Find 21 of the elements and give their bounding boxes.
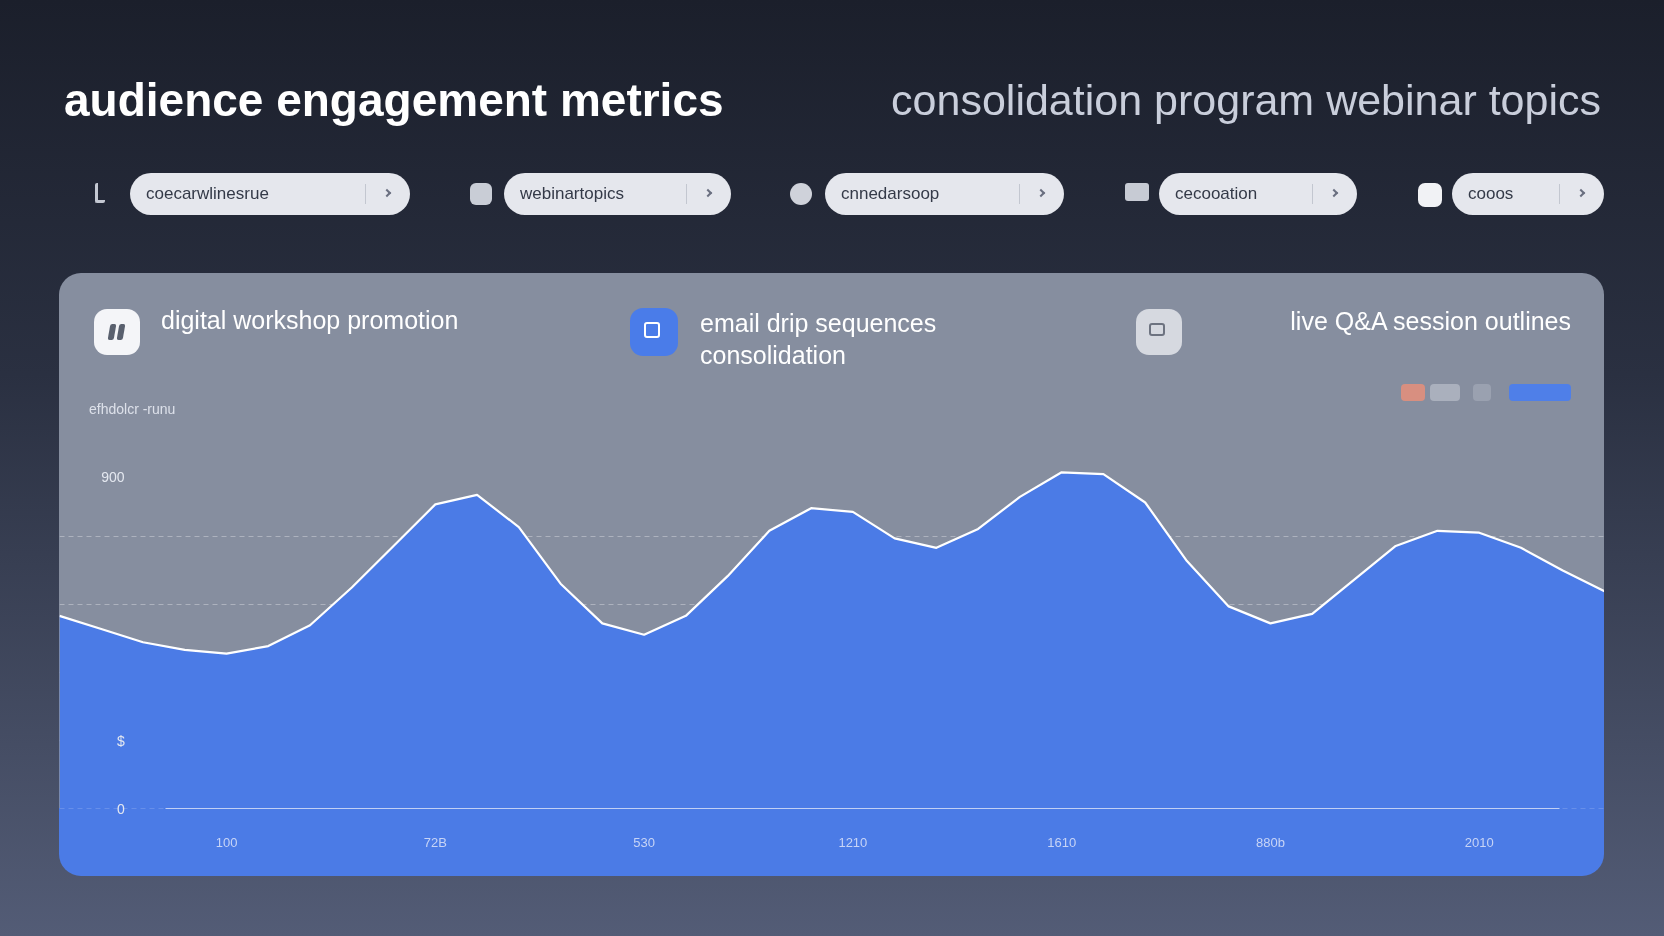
y-tick-label: 900 [101, 468, 125, 485]
y-axis-title: efhdolcr -runu [89, 400, 176, 418]
y-tick-label: 0 [116, 800, 125, 817]
x-tick-label: 2010 [1464, 834, 1494, 850]
text: cecooation [1175, 183, 1258, 205]
y-tick-label: $ [116, 732, 125, 749]
text: coecarwlinesrue [146, 183, 269, 205]
chart-subtitle: consolidation program webinar topics [891, 75, 1601, 126]
text: cooos [1468, 183, 1514, 205]
chart-title: audience engagement metrics [64, 73, 724, 127]
text: webinartopics [520, 183, 624, 205]
x-tick-label: 1210 [838, 834, 868, 850]
x-tick-label: 1610 [1047, 834, 1077, 850]
x-tick-label: 530 [633, 834, 655, 850]
text: digital workshop promotion [161, 306, 459, 334]
text: live Q&A session outlines [1290, 307, 1571, 335]
x-tick-label: 72B [423, 834, 447, 850]
x-tick-label: 880b [1255, 834, 1285, 850]
x-tick-label: 100 [215, 834, 238, 850]
text: cnnedarsoop [841, 183, 940, 205]
text: email drip sequences consolidation [700, 308, 938, 371]
